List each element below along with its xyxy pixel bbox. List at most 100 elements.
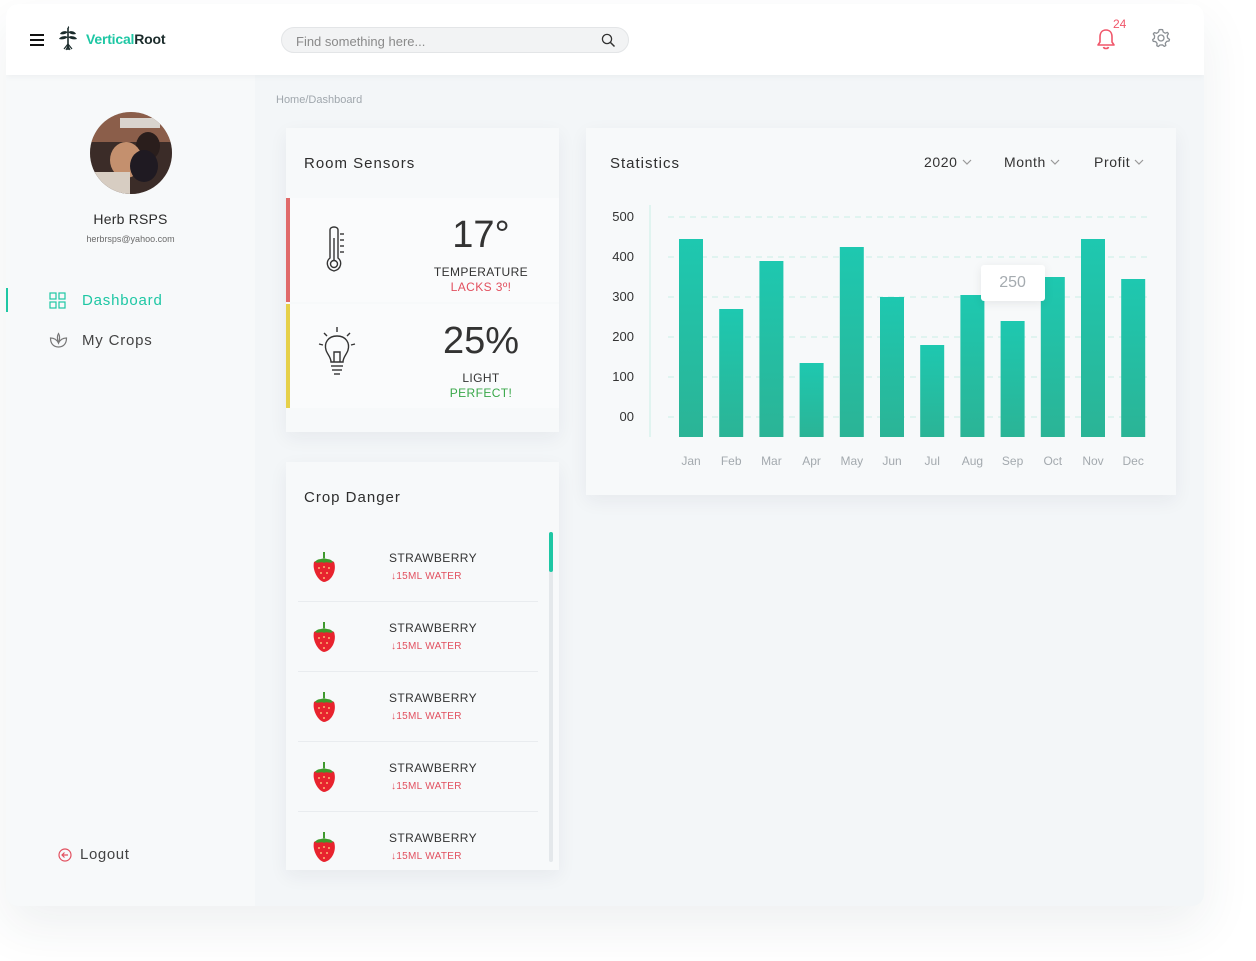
chart-tooltip: 250 bbox=[981, 265, 1045, 301]
list-item[interactable]: STRAWBERRY ↓15ML WATER bbox=[298, 532, 538, 602]
temperature-value: 17° bbox=[406, 214, 556, 257]
y-tick-label: 100 bbox=[612, 369, 634, 384]
sensor-temperature[interactable]: 17° TEMPERATURE LACKS 3º! bbox=[286, 198, 559, 302]
sensor-status-bar bbox=[286, 198, 290, 302]
strawberry-icon bbox=[306, 758, 342, 794]
bar-jan[interactable] bbox=[679, 239, 703, 437]
crop-danger-list[interactable]: STRAWBERRY ↓15ML WATER STRAWBERRY ↓15ML … bbox=[286, 532, 559, 870]
bar-mar[interactable] bbox=[759, 261, 783, 437]
x-tick-label: Jun bbox=[882, 454, 901, 468]
list-item[interactable]: STRAWBERRY ↓15ML WATER bbox=[298, 742, 538, 812]
x-tick-label: Sep bbox=[1002, 454, 1024, 468]
crop-need: ↓15ML WATER bbox=[391, 641, 462, 652]
user-email: herbrsps@yahoo.com bbox=[6, 234, 255, 244]
crop-need: ↓15ML WATER bbox=[391, 571, 462, 582]
bar-nov[interactable] bbox=[1081, 239, 1105, 437]
breadcrumb[interactable]: Home/Dashboard bbox=[276, 94, 362, 106]
menu-icon[interactable] bbox=[30, 34, 44, 45]
logout-label: Logout bbox=[80, 846, 129, 863]
bar-oct[interactable] bbox=[1041, 277, 1065, 437]
crop-need: ↓15ML WATER bbox=[391, 781, 462, 792]
statistics-title: Statistics bbox=[610, 155, 680, 172]
crop-need: ↓15ML WATER bbox=[391, 851, 462, 862]
sidebar-item-dashboard[interactable]: Dashboard bbox=[6, 287, 255, 313]
plant-logo-icon bbox=[56, 26, 80, 52]
crop-name: STRAWBERRY bbox=[389, 761, 477, 775]
strawberry-icon bbox=[306, 828, 342, 864]
scrollbar-thumb[interactable] bbox=[549, 532, 553, 572]
crop-need-text: 15ML WATER bbox=[396, 781, 461, 792]
app-window: VerticalRoot 24 bbox=[6, 4, 1204, 906]
sidebar: Herb RSPS herbrsps@yahoo.com Dashboard M… bbox=[6, 75, 255, 906]
year-value: 2020 bbox=[924, 154, 958, 170]
bar-sep[interactable] bbox=[1001, 321, 1025, 437]
strawberry-icon bbox=[306, 548, 342, 584]
light-value: 25% bbox=[406, 320, 556, 363]
chevron-down-icon bbox=[1134, 159, 1144, 165]
avatar-photo bbox=[90, 112, 172, 194]
thermometer-icon bbox=[320, 224, 350, 276]
y-tick-label: 00 bbox=[620, 409, 634, 424]
sensor-status-bar bbox=[286, 304, 290, 408]
logo[interactable]: VerticalRoot bbox=[56, 26, 165, 52]
list-item[interactable]: STRAWBERRY ↓15ML WATER bbox=[298, 602, 538, 672]
crop-need-text: 15ML WATER bbox=[396, 851, 461, 862]
chevron-down-icon bbox=[1050, 159, 1060, 165]
metric-value: Profit bbox=[1094, 154, 1130, 170]
bar-may[interactable] bbox=[840, 247, 864, 437]
sensor-light[interactable]: 25% LIGHT PERFECT! bbox=[286, 304, 559, 408]
strawberry-icon bbox=[306, 618, 342, 654]
lightbulb-icon bbox=[314, 326, 360, 380]
search-input[interactable] bbox=[296, 32, 586, 50]
period-dropdown[interactable]: Month bbox=[1004, 154, 1060, 170]
x-tick-label: Apr bbox=[802, 454, 821, 468]
crop-danger-card: Crop Danger STRAWBERRY ↓15ML WATER bbox=[286, 462, 559, 870]
sidebar-item-my-crops[interactable]: My Crops bbox=[6, 327, 255, 353]
bar-jul[interactable] bbox=[920, 345, 944, 437]
bar-feb[interactable] bbox=[719, 309, 743, 437]
search-box[interactable] bbox=[281, 27, 629, 53]
sidebar-item-label: My Crops bbox=[82, 332, 153, 349]
x-tick-label: May bbox=[840, 454, 863, 468]
year-dropdown[interactable]: 2020 bbox=[924, 154, 972, 170]
bell-icon[interactable] bbox=[1096, 28, 1116, 50]
metric-dropdown[interactable]: Profit bbox=[1094, 154, 1144, 170]
sidebar-item-label: Dashboard bbox=[82, 292, 163, 309]
user-name: Herb RSPS bbox=[6, 211, 255, 227]
light-status: PERFECT! bbox=[406, 386, 556, 400]
avatar[interactable] bbox=[90, 112, 172, 194]
crop-need-text: 15ML WATER bbox=[396, 711, 461, 722]
temperature-status: LACKS 3º! bbox=[406, 280, 556, 294]
crop-need: ↓15ML WATER bbox=[391, 711, 462, 722]
grid-icon bbox=[49, 292, 66, 309]
scrollbar-track[interactable] bbox=[549, 532, 553, 862]
y-tick-label: 400 bbox=[612, 249, 634, 264]
logo-text-part2: Root bbox=[134, 31, 165, 47]
y-tick-label: 500 bbox=[612, 209, 634, 224]
logout-icon bbox=[58, 848, 72, 862]
list-item[interactable]: STRAWBERRY ↓15ML WATER bbox=[298, 812, 538, 870]
x-tick-label: Nov bbox=[1082, 454, 1103, 468]
crop-need-text: 15ML WATER bbox=[396, 571, 461, 582]
bar-apr[interactable] bbox=[800, 363, 824, 437]
crop-name: STRAWBERRY bbox=[389, 691, 477, 705]
x-tick-label: Oct bbox=[1043, 454, 1062, 468]
logo-text: VerticalRoot bbox=[86, 31, 165, 47]
x-tick-label: Mar bbox=[761, 454, 782, 468]
search-icon[interactable] bbox=[601, 33, 616, 48]
x-tick-label: Feb bbox=[721, 454, 742, 468]
leaf-icon bbox=[49, 332, 68, 349]
logout-button[interactable]: Logout bbox=[58, 846, 129, 863]
bar-aug[interactable] bbox=[960, 295, 984, 437]
strawberry-icon bbox=[306, 688, 342, 724]
bar-dec[interactable] bbox=[1121, 279, 1145, 437]
top-bar: VerticalRoot 24 bbox=[6, 4, 1204, 75]
y-tick-label: 300 bbox=[612, 289, 634, 304]
room-sensors-title: Room Sensors bbox=[304, 155, 415, 172]
bar-jun[interactable] bbox=[880, 297, 904, 437]
x-tick-label: Dec bbox=[1123, 454, 1144, 468]
gear-icon[interactable] bbox=[1151, 28, 1171, 48]
logo-text-part1: Vertical bbox=[86, 31, 134, 47]
list-item[interactable]: STRAWBERRY ↓15ML WATER bbox=[298, 672, 538, 742]
statistics-card: Statistics 2020 Month Profit Jan Feb Mar Ap… bbox=[586, 128, 1176, 495]
